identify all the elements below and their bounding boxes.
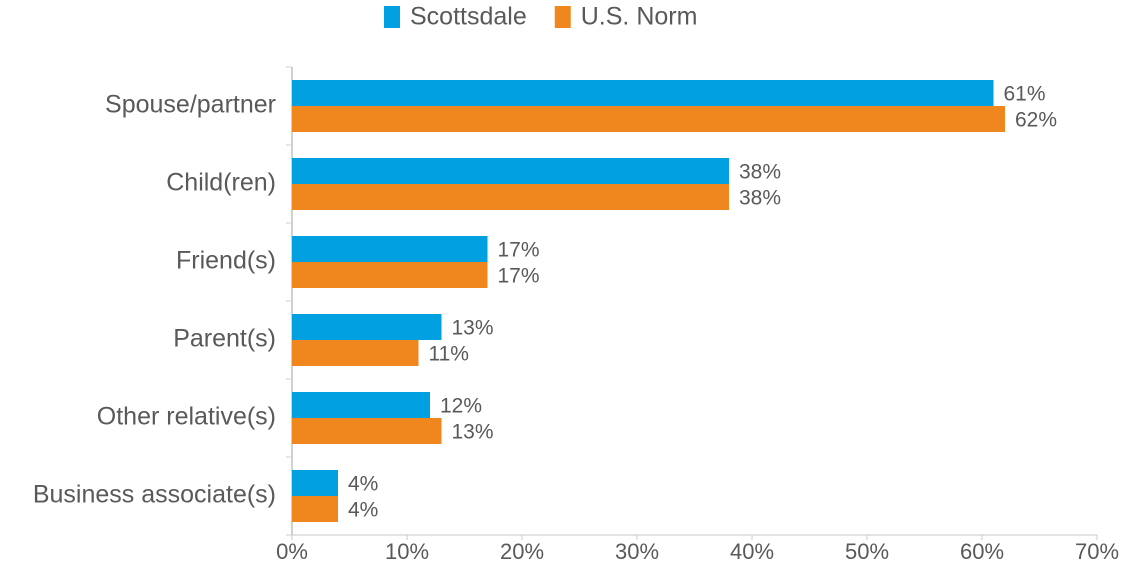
bar bbox=[292, 392, 430, 418]
x-tick-label: 70% bbox=[1075, 539, 1119, 564]
legend-label: Scottsdale bbox=[410, 3, 527, 31]
category-label: Business associate(s) bbox=[33, 481, 276, 509]
value-label: 17% bbox=[498, 265, 540, 288]
bar bbox=[292, 158, 729, 184]
bar bbox=[292, 106, 1005, 132]
category-label: Friend(s) bbox=[176, 247, 276, 275]
x-tick-label: 50% bbox=[845, 539, 889, 564]
bar bbox=[292, 418, 442, 444]
bar bbox=[292, 340, 419, 366]
bar bbox=[292, 184, 729, 210]
value-label: 4% bbox=[348, 499, 378, 522]
bar bbox=[292, 80, 994, 106]
value-label: 61% bbox=[1004, 83, 1046, 106]
category-label: Parent(s) bbox=[173, 325, 276, 353]
legend-swatch bbox=[384, 6, 400, 28]
x-tick-label: 10% bbox=[385, 539, 429, 564]
value-label: 13% bbox=[452, 421, 494, 444]
value-label: 38% bbox=[739, 161, 781, 184]
bar bbox=[292, 496, 338, 522]
bar bbox=[292, 262, 488, 288]
legend-swatch bbox=[554, 6, 571, 28]
value-label: 17% bbox=[498, 239, 540, 262]
category-label: Spouse/partner bbox=[105, 91, 276, 119]
value-label: 62% bbox=[1015, 109, 1057, 132]
x-tick-label: 20% bbox=[500, 539, 544, 564]
category-label: Other relative(s) bbox=[97, 403, 276, 431]
x-tick-label: 40% bbox=[730, 539, 774, 564]
x-tick-label: 30% bbox=[615, 539, 659, 564]
category-label: Child(ren) bbox=[166, 169, 276, 197]
bar bbox=[292, 236, 488, 262]
x-tick-label: 0% bbox=[276, 539, 308, 564]
bar bbox=[292, 470, 338, 496]
value-label: 4% bbox=[348, 473, 378, 496]
bar bbox=[292, 314, 442, 340]
value-label: 12% bbox=[440, 395, 482, 418]
value-label: 11% bbox=[429, 343, 469, 366]
value-label: 38% bbox=[739, 187, 781, 210]
value-label: 13% bbox=[452, 317, 494, 340]
x-tick-label: 60% bbox=[960, 539, 1004, 564]
legend-label: U.S. Norm bbox=[581, 3, 698, 31]
